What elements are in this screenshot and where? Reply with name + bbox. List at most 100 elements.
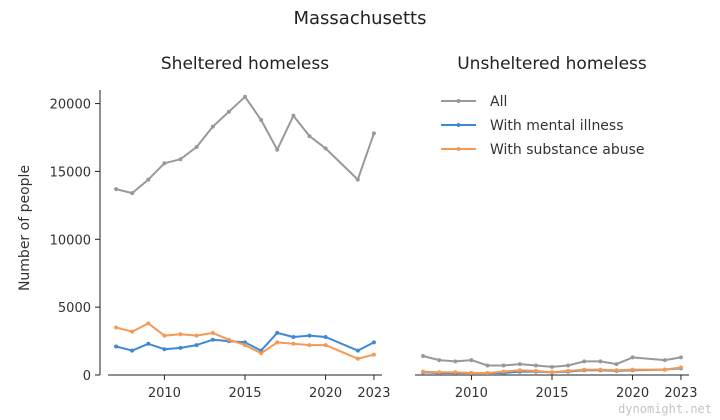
x-tick-label: 2023 [664,386,697,401]
data-point-all [291,113,296,118]
legend-marker-with-substance-abuse [456,147,461,151]
data-point-with-mental-illness [194,343,199,348]
data-point-with-mental-illness [355,348,360,353]
data-point-all [178,157,183,162]
data-point-with-substance-abuse [437,370,442,375]
data-point-all [437,358,442,363]
y-tick-label: 5000 [58,301,91,316]
data-point-all [114,187,119,192]
data-point-all [210,124,215,129]
data-point-with-substance-abuse [421,369,426,374]
watermark: dynomight.net [618,402,712,416]
data-point-all [453,359,458,364]
data-point-all [243,94,247,99]
data-point-with-mental-illness [291,335,296,339]
data-point-with-substance-abuse [355,356,360,361]
data-point-all [517,362,522,367]
data-point-all [371,131,376,136]
data-point-all [355,177,360,182]
data-point-all [678,355,683,360]
data-point-with-substance-abuse [371,352,376,357]
data-point-all [130,191,135,196]
data-point-all [146,177,151,182]
data-point-with-substance-abuse [259,351,264,356]
data-point-all [307,134,312,139]
data-point-with-substance-abuse [469,371,474,375]
data-point-with-substance-abuse [630,367,635,372]
data-point-all [162,161,167,166]
legend-label-with-mental-illness: With mental illness [490,118,624,134]
series-line-with-substance-abuse [423,366,682,374]
data-point-with-substance-abuse [194,333,199,338]
data-point-with-mental-illness [275,330,280,335]
data-point-all [598,359,603,364]
y-tick-label: 15000 [50,165,91,180]
data-point-with-substance-abuse [662,367,667,372]
x-tick-label: 2015 [228,386,261,401]
data-point-with-mental-illness [307,333,312,338]
data-point-with-substance-abuse [146,321,151,326]
data-point-all [469,358,474,363]
data-point-all [582,359,587,364]
legend-marker-with-mental-illness [456,123,461,127]
data-point-with-substance-abuse [130,329,135,334]
axes-sheltered: 2010 2015 2020 2023 0 5000 10000 15000 20000 [50,90,390,401]
data-point-with-substance-abuse [291,341,296,346]
data-point-with-substance-abuse [275,340,280,345]
x-tick-label: 2020 [309,386,342,401]
data-point-all [226,109,231,114]
data-point-with-substance-abuse [582,367,587,372]
data-point-with-substance-abuse [598,367,603,372]
data-point-with-mental-illness [146,341,151,346]
y-tick-label: 0 [83,369,91,384]
x-tick-label: 2010 [455,386,488,401]
data-point-all [533,363,538,368]
x-tick-label: 2023 [357,386,390,401]
data-point-with-substance-abuse [517,368,522,373]
data-point-with-mental-illness [130,348,135,353]
y-tick-label: 10000 [50,233,91,248]
data-point-with-substance-abuse [307,343,312,348]
data-point-with-substance-abuse [453,370,458,375]
legend-marker-all [456,99,461,103]
data-point-all [566,363,571,368]
plot-area-unsheltered [421,354,683,375]
legend: All With mental illness With substance abu… [441,94,645,158]
data-point-all [259,117,264,122]
data-point-all [630,355,635,360]
data-point-with-substance-abuse [566,368,571,373]
y-tick-label: 20000 [50,98,91,113]
data-point-with-substance-abuse [178,332,183,337]
data-point-with-substance-abuse [614,368,619,373]
data-point-all [550,364,554,369]
panel-sheltered: Sheltered homeless Number of people 2010… [17,54,390,401]
x-tick-label: 2015 [535,386,568,401]
data-point-with-substance-abuse [501,369,506,374]
data-point-with-substance-abuse [533,368,538,373]
data-point-with-substance-abuse [243,343,247,348]
data-point-with-substance-abuse [485,371,490,375]
data-point-with-substance-abuse [678,365,683,370]
data-point-with-substance-abuse [226,337,231,342]
data-point-all [194,145,199,149]
y-axis-label: Number of people [17,165,33,291]
series-line-all [115,95,375,195]
panel-title-unsheltered: Unsheltered homeless [457,54,647,74]
x-tick-label: 2020 [616,386,649,401]
data-point-all [323,146,328,151]
data-point-all [485,363,490,368]
data-point-all [614,362,619,367]
data-point-with-mental-illness [323,335,328,339]
axes-unsheltered: 2010 2015 2020 2023 [415,374,697,401]
data-point-all [662,358,667,363]
legend-label-with-substance-abuse: With substance abuse [490,142,645,158]
series-line-with-substance-abuse [115,322,375,360]
data-point-all [275,147,280,152]
panel-title-sheltered: Sheltered homeless [161,54,329,74]
data-point-with-substance-abuse [162,333,167,338]
data-point-all [421,354,426,358]
data-point-with-substance-abuse [550,370,554,375]
data-point-with-mental-illness [162,347,167,352]
x-tick-label: 2010 [148,386,181,401]
